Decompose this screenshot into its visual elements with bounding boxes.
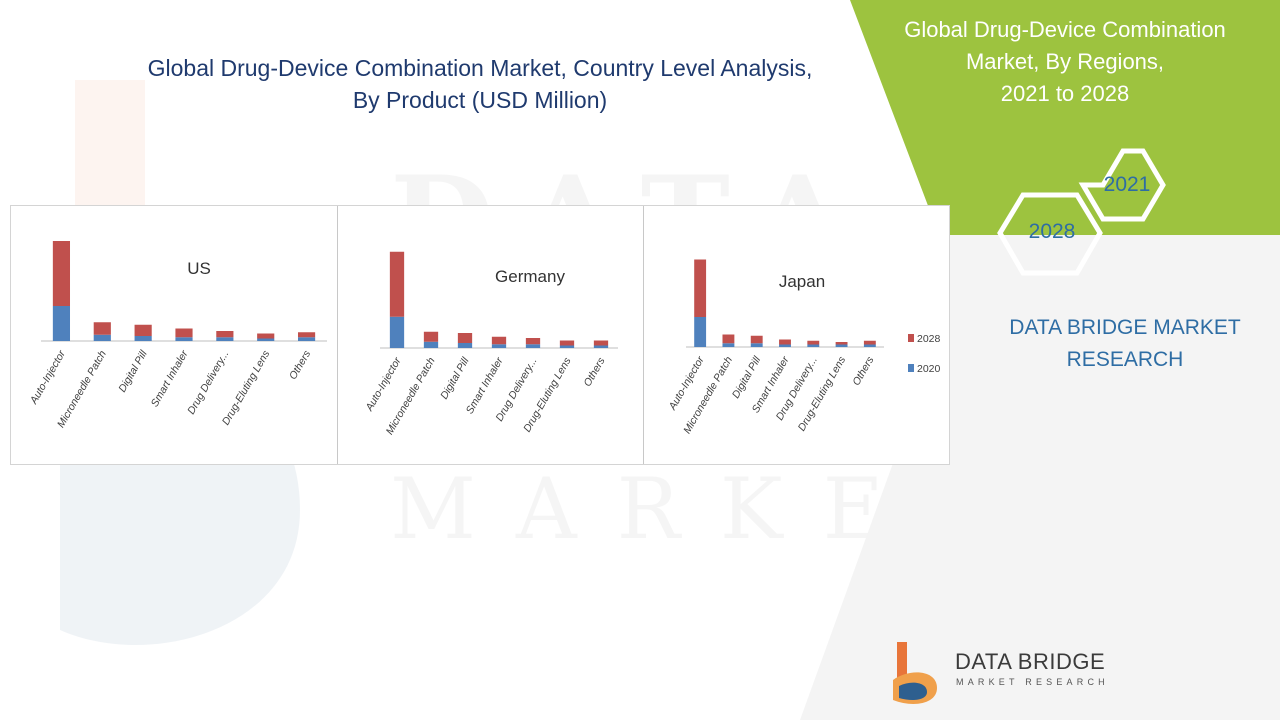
tick-label: Auto-Injector: [27, 348, 68, 407]
bar-2028: [175, 328, 193, 338]
bar-2020: [750, 343, 763, 347]
bar-2028: [559, 340, 575, 346]
tick-label: Drug Delivery...: [185, 349, 231, 417]
legend-swatch-2020: [908, 364, 914, 372]
bar-2020: [559, 345, 575, 348]
bar-2028: [423, 331, 439, 342]
bar-2028: [389, 251, 405, 317]
footer-brand-name: DATA BRIDGE: [955, 649, 1106, 674]
bar-2028: [134, 324, 152, 336]
bar-2020: [525, 344, 541, 348]
bar-2020: [779, 344, 791, 347]
bar-2020: [134, 336, 152, 341]
tick-label: Smart Inhaler: [149, 348, 191, 409]
bar-2028: [297, 332, 316, 338]
bar-2020: [216, 337, 234, 341]
chart-panel-japan: Japan Auto-Injector Microneedle Patch Digit…: [643, 206, 949, 464]
brand-name-text: DATA BRIDGE MARKET RESEARCH: [985, 312, 1265, 376]
data-bridge-logo-icon: [893, 642, 937, 704]
bar-2028: [93, 322, 111, 335]
tick-label: Others: [850, 354, 877, 388]
page-title: Global Drug-Device Combination Market, C…: [110, 52, 850, 116]
bar-2020: [457, 343, 473, 348]
chart-panel-us: US Auto-Injector Microneedle Patch Digital …: [11, 206, 337, 464]
bar-2020: [694, 317, 707, 347]
tick-label: Digital Pill: [438, 355, 472, 401]
hex-year-2021: 2021: [1103, 173, 1151, 196]
bar-2028: [457, 333, 473, 343]
hexagon-outline-icon: [997, 148, 1166, 276]
title-line-2: By Product (USD Million): [352, 87, 608, 113]
year-hexagons: 2021 2028: [995, 145, 1175, 290]
footer-brand-sub: MARKET RESEARCH: [956, 677, 1109, 687]
bar-2020: [175, 337, 193, 341]
bar-2020: [807, 344, 820, 347]
brand-line-2: RESEARCH: [1066, 348, 1184, 371]
tick-label: Digital Pill: [116, 348, 150, 394]
bar-2020: [257, 338, 275, 341]
legend-swatch-2028: [908, 334, 914, 342]
title-line-1: Global Drug-Device Combination Market, C…: [147, 55, 813, 81]
side-title-line-3: 2021 to 2028: [1000, 81, 1130, 106]
bar-2028: [593, 340, 609, 346]
bar-2020: [593, 345, 609, 348]
tick-label: Others: [287, 348, 314, 382]
legend-label-2020: 2020: [917, 363, 941, 375]
legend-label-2028: 2028: [917, 333, 941, 345]
tick-label: Others: [581, 355, 608, 389]
bar-2020: [491, 344, 507, 348]
bar-2028: [835, 342, 848, 345]
bar-2028: [694, 259, 707, 317]
chart-title: Japan: [779, 272, 825, 291]
side-panel-title: Global Drug-Device Combination Market, B…: [870, 14, 1260, 110]
charts-container: US Auto-Injector Microneedle Patch Digital …: [10, 205, 950, 465]
chart-title: US: [187, 259, 211, 278]
hex-year-2028: 2028: [1028, 220, 1076, 243]
chart-title: Germany: [495, 267, 565, 286]
bar-2020: [93, 334, 111, 341]
bar-2028: [257, 333, 275, 339]
side-title-line-2: Market, By Regions,: [965, 49, 1165, 74]
bar-2020: [389, 316, 405, 348]
bar-2028: [807, 340, 820, 345]
bar-2020: [297, 337, 316, 341]
brand-line-1: DATA BRIDGE MARKET: [1009, 316, 1241, 339]
side-title-line-1: Global Drug-Device Combination: [904, 17, 1226, 42]
bar-2028: [863, 340, 876, 345]
bar-2028: [525, 338, 541, 345]
bar-2028: [52, 241, 71, 306]
chart-panel-germany: Germany Auto-Injector Microneedle Patch Dig…: [337, 206, 644, 464]
bar-2028: [750, 335, 763, 344]
bar-2028: [216, 331, 234, 338]
bar-2020: [423, 341, 439, 348]
bar-2028: [491, 336, 507, 345]
bar-2020: [835, 344, 848, 347]
bar-2028: [779, 339, 791, 345]
bar-2020: [722, 343, 735, 347]
bar-2028: [722, 334, 735, 344]
bar-2020: [52, 306, 71, 341]
bar-2020: [863, 344, 876, 347]
